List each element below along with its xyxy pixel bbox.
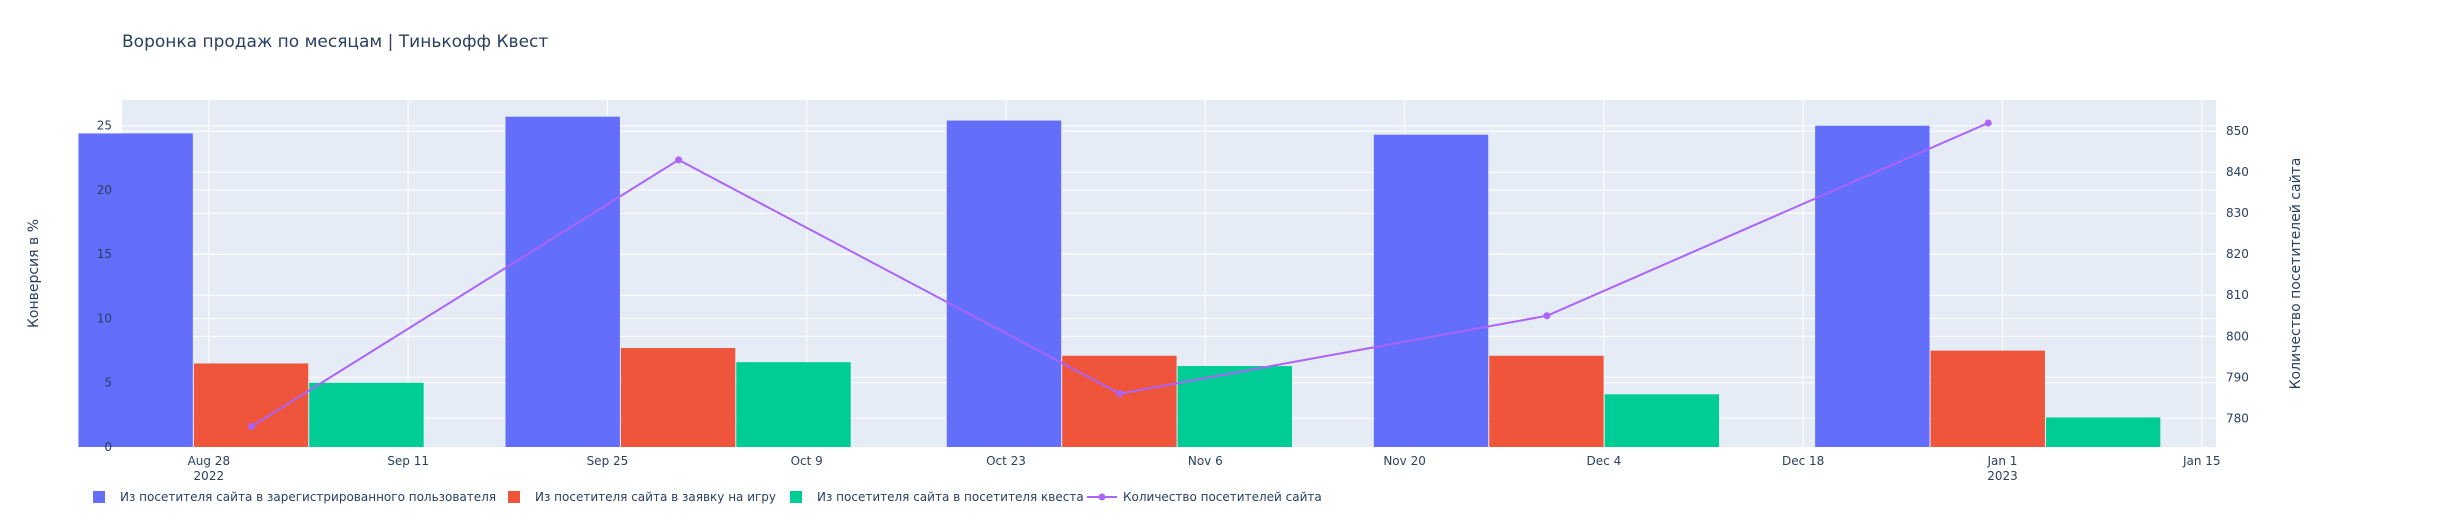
y2-axis-title: Количество посетителей сайта [2288, 158, 2304, 390]
bar [1177, 366, 1292, 447]
y2-tick-label: 780 [2226, 411, 2249, 425]
chart-title: Воронка продаж по месяцам | Тинькофф Кве… [122, 32, 549, 52]
bar [620, 348, 736, 447]
y-tick-label: 25 [97, 119, 112, 133]
visitors-point [248, 422, 256, 430]
y-tick-label: 10 [97, 311, 112, 325]
legend-swatch [790, 491, 802, 503]
legend-swatch [93, 491, 105, 503]
bar [1815, 125, 1930, 447]
bar [1489, 355, 1604, 447]
legend-marker [1098, 493, 1106, 501]
bar [193, 363, 309, 447]
bar [505, 116, 620, 448]
x-tick-label: Dec 18 [1782, 454, 1824, 468]
visitors-point [675, 156, 683, 164]
x-tick-label: Nov 20 [1383, 454, 1426, 468]
legend-swatch [508, 491, 520, 503]
y-tick-label: 5 [104, 376, 112, 390]
y-tick-label: 20 [97, 183, 112, 197]
x-tick-year-label: 2023 [1987, 469, 2018, 483]
y2-tick-label: 830 [2226, 206, 2249, 220]
x-tick-label: Sep 11 [387, 454, 429, 468]
x-tick-label: Jan 15 [2182, 454, 2221, 468]
bar [309, 382, 424, 447]
bar [2045, 417, 2161, 447]
legend-label: Количество посетителей сайта [1123, 490, 1322, 504]
visitors-point [1543, 312, 1551, 320]
bar [1930, 350, 2045, 447]
y2-tick-label: 810 [2226, 288, 2249, 302]
y2-tick-label: 790 [2226, 370, 2249, 384]
x-tick-label: Dec 4 [1587, 454, 1622, 468]
bar [1373, 134, 1489, 447]
y2-tick-label: 800 [2226, 329, 2249, 343]
y-tick-label: 0 [104, 440, 112, 454]
x-tick-label: Aug 28 [188, 454, 231, 468]
bar [946, 120, 1062, 448]
legend-label: Из посетителя сайта в посетителя квеста [817, 490, 1084, 504]
x-tick-label: Nov 6 [1188, 454, 1223, 468]
x-tick-label: Oct 23 [986, 454, 1026, 468]
bar [1062, 355, 1177, 447]
y-axis-title: Конверсия в % [26, 219, 42, 328]
legend-label: Из посетителя сайта в зарегистрированног… [120, 490, 496, 504]
y2-tick-label: 850 [2226, 124, 2249, 138]
legend-label: Из посетителя сайта в заявку на игру [535, 490, 776, 504]
visitors-point [1116, 390, 1124, 398]
y-tick-label: 15 [97, 247, 112, 261]
x-tick-label: Oct 9 [791, 454, 823, 468]
x-tick-label: Sep 25 [587, 454, 629, 468]
x-tick-year-label: 2022 [194, 469, 225, 483]
y2-tick-label: 840 [2226, 165, 2249, 179]
bar [78, 133, 193, 448]
y2-tick-label: 820 [2226, 247, 2249, 261]
bar [1604, 394, 1720, 447]
visitors-point [1984, 119, 1992, 127]
bar [736, 362, 851, 447]
x-tick-label: Jan 1 [1986, 454, 2017, 468]
